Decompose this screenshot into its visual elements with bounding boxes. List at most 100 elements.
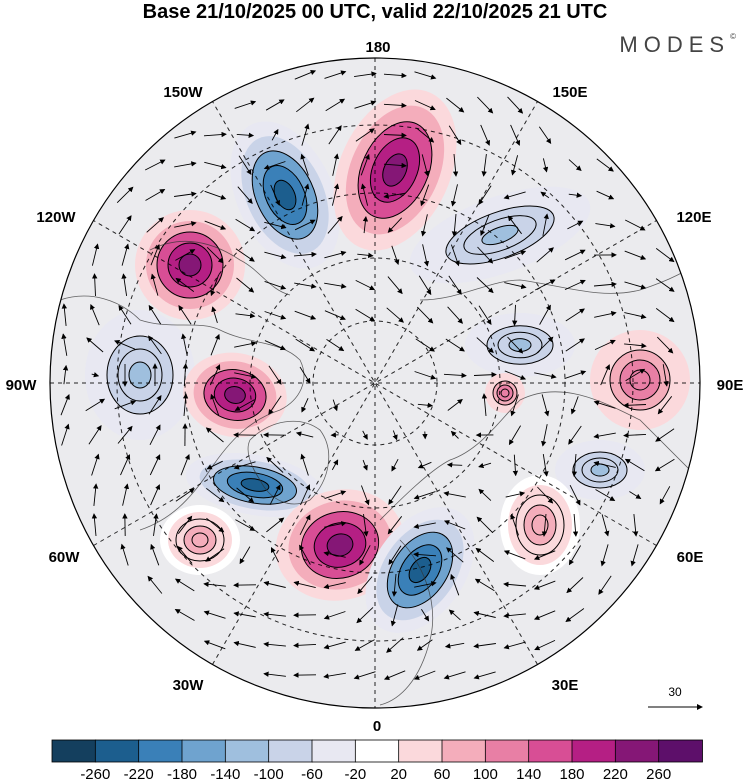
wind-vector	[512, 454, 519, 477]
wind-vector	[418, 275, 432, 296]
wind-vector	[117, 425, 133, 444]
wind-vector	[473, 372, 497, 378]
wind-vector	[414, 71, 437, 80]
colorbar-tick-label: -220	[124, 766, 154, 783]
colorbar-swatch	[354, 739, 400, 763]
wind-vector	[503, 612, 526, 619]
wind-vector	[565, 308, 585, 322]
wind-vector	[210, 393, 220, 416]
colorbar-swatch	[94, 739, 140, 763]
anomaly-contour	[224, 386, 246, 404]
wind-vector	[417, 402, 433, 408]
lon-label-120w: 120W	[36, 209, 76, 226]
wind-vector	[121, 273, 128, 296]
wind-vector	[146, 217, 164, 233]
wind-vector	[205, 548, 225, 562]
wind-vector	[593, 432, 616, 439]
wind-vector	[630, 544, 639, 567]
anomaly-contour	[326, 533, 354, 557]
wind-vector	[174, 191, 197, 197]
wind-vector	[203, 131, 227, 138]
wind-vector	[235, 519, 256, 531]
colorbar-tick-label: -260	[80, 766, 110, 783]
wind-vector	[593, 281, 617, 288]
wind-vector	[503, 641, 526, 650]
wind-vector	[181, 333, 188, 356]
brand-logo: MODES©	[619, 32, 736, 58]
wind-vector	[206, 246, 224, 264]
wind-vector	[564, 249, 586, 261]
wind-vector	[600, 364, 611, 386]
wind-vector	[182, 363, 189, 387]
wind-vector	[118, 305, 132, 325]
lon-label-30e: 30E	[552, 677, 579, 694]
wind-vector	[149, 424, 161, 446]
wind-vector	[116, 186, 134, 204]
wind-vector	[443, 520, 466, 530]
wind-vector	[533, 550, 556, 560]
wind-vector	[264, 311, 287, 320]
wind-vector	[234, 372, 257, 379]
wind-vector	[263, 161, 286, 170]
colorbar-labels: -260 -220 -180 -140 -100 -60 -20 20 60 100 140 180 2…	[80, 766, 671, 783]
wind-vector	[507, 96, 524, 114]
wind-vector	[210, 333, 220, 356]
wind-vector	[177, 515, 193, 534]
wind-vector	[263, 641, 286, 648]
wind-vector	[355, 308, 376, 322]
wind-vector	[481, 393, 488, 417]
wind-vector	[264, 340, 286, 351]
wind-vector	[264, 280, 287, 290]
wind-vector	[478, 185, 492, 205]
wind-vector	[238, 155, 252, 175]
wind-vector	[324, 70, 347, 79]
wind-vector	[414, 371, 437, 380]
wind-vector	[150, 273, 159, 296]
wind-vector	[503, 550, 526, 560]
wind-vector	[662, 364, 669, 387]
wind-vector	[594, 339, 616, 351]
coastline-scandinavia	[379, 539, 434, 706]
wind-vector	[236, 487, 255, 503]
wind-vector	[624, 342, 647, 349]
wind-vector	[383, 192, 406, 199]
wind-vector	[293, 251, 317, 258]
colorbar-tick-label: -20	[344, 766, 366, 783]
wind-vector	[421, 154, 430, 177]
coastline-eurasia	[379, 391, 700, 521]
coastline-alaska	[149, 240, 291, 296]
wind-vector	[533, 580, 556, 590]
wind-vector	[234, 100, 257, 109]
colorbar-swatch	[571, 739, 617, 763]
wind-vector	[473, 610, 496, 618]
colorbar-swatch	[224, 739, 270, 763]
wind-vector	[268, 365, 282, 385]
anomaly-contour	[408, 556, 432, 584]
wind-vector	[481, 154, 487, 177]
wind-vector	[206, 460, 223, 470]
wind-vector	[148, 335, 162, 355]
wind-vector	[268, 395, 282, 415]
wind-vector	[420, 184, 430, 207]
wind-vector	[624, 281, 647, 290]
lon-label-60w: 60W	[49, 549, 81, 566]
wind-vector	[332, 153, 340, 176]
wind-vector	[355, 128, 375, 142]
wind-vector	[239, 546, 251, 565]
wind-vector	[177, 545, 193, 564]
wind-vector	[263, 580, 286, 588]
wind-vector	[415, 338, 435, 352]
wind-vector	[301, 398, 309, 413]
wind-vector	[120, 543, 129, 566]
wind-vector	[148, 395, 162, 415]
wind-vector	[541, 424, 548, 447]
wind-vector	[473, 671, 496, 680]
wind-vector	[234, 399, 255, 411]
colorbar-tick-label: 220	[603, 766, 628, 783]
wind-vector	[332, 399, 338, 412]
lon-label-150w: 150W	[163, 84, 203, 101]
wind-vector	[204, 190, 227, 200]
colorbar-swatch	[658, 739, 703, 763]
wind-vector	[624, 219, 646, 231]
wind-vector	[422, 244, 430, 267]
